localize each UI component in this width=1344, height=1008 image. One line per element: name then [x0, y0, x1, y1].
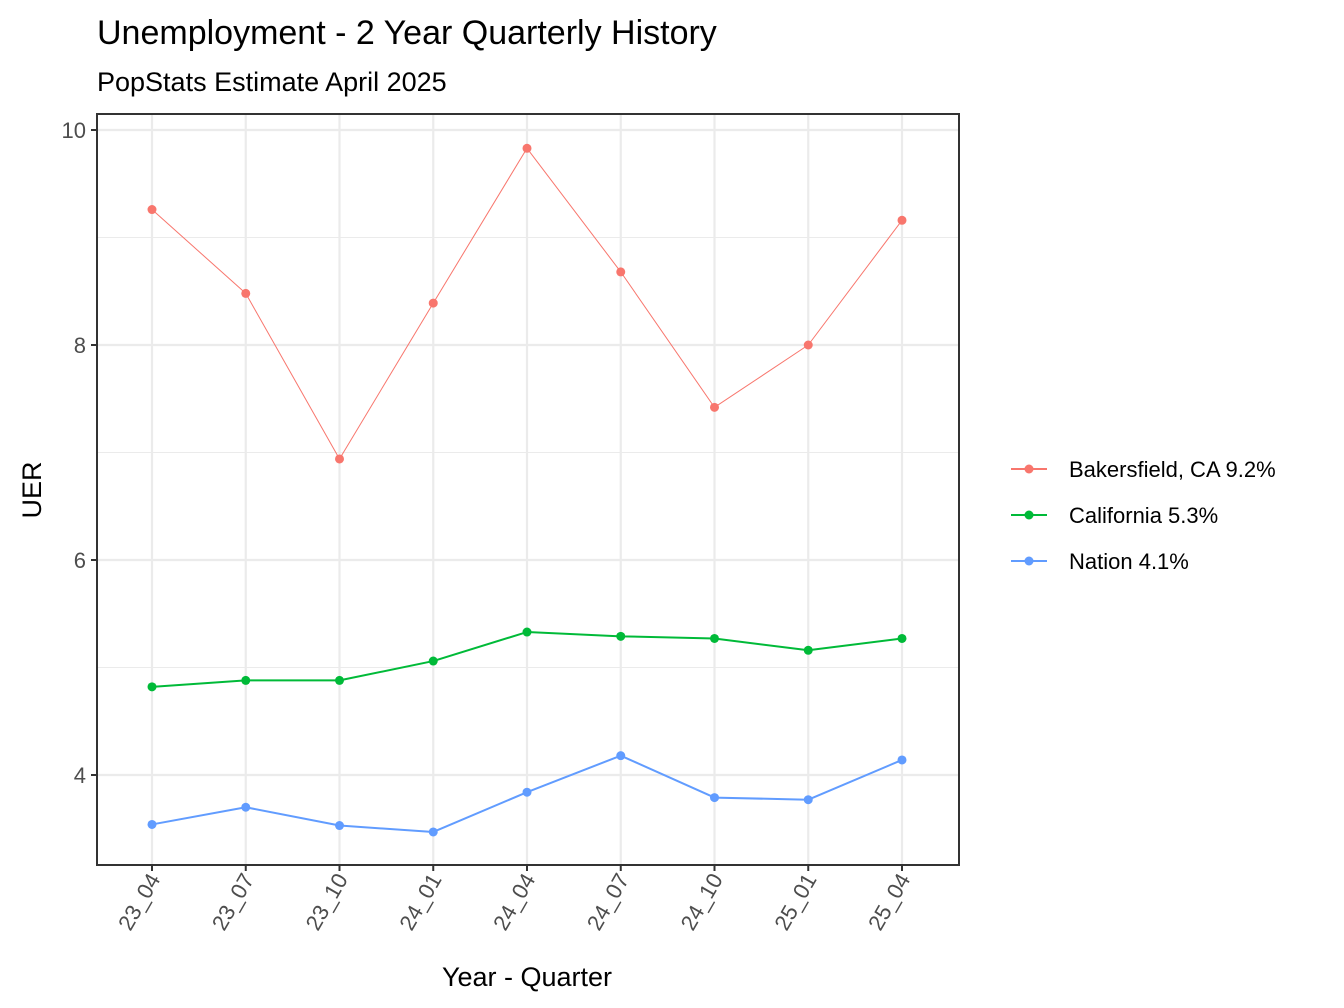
- data-point: [335, 675, 344, 685]
- data-point: [428, 827, 438, 837]
- x-tick-label: 23_10: [301, 869, 353, 934]
- data-point: [522, 627, 532, 637]
- data-point: [616, 267, 626, 277]
- data-point: [241, 802, 251, 812]
- data-point: [803, 795, 813, 805]
- data-point: [522, 787, 532, 797]
- data-point: [803, 645, 813, 655]
- series-2: [147, 751, 907, 837]
- data-point: [428, 298, 438, 308]
- legend-item: Bakersfield, CA 9.2%: [1011, 457, 1276, 482]
- x-tick-label: 23_07: [207, 869, 259, 934]
- major-gridlines: [97, 114, 959, 865]
- x-tick-label: 24_10: [676, 869, 728, 934]
- x-tick-label: 25_04: [863, 869, 915, 934]
- data-point: [147, 205, 157, 215]
- data-point: [897, 215, 907, 225]
- y-axis-title: UER: [17, 461, 47, 518]
- y-axis: 4 6 8 10: [62, 118, 97, 788]
- series-1: [147, 627, 907, 692]
- legend: Bakersfield, CA 9.2% California 5.3% Natio…: [1011, 457, 1276, 574]
- data-point: [710, 402, 719, 412]
- x-axis-title: Year - Quarter: [442, 962, 612, 992]
- data-point: [803, 340, 813, 350]
- legend-label: California 5.3%: [1069, 503, 1218, 528]
- series-0: [147, 143, 907, 464]
- x-tick-label: 24_01: [394, 869, 446, 934]
- y-tick-label: 10: [62, 118, 86, 143]
- x-tick-label: 23_04: [113, 869, 165, 934]
- chart-title: Unemployment - 2 Year Quarterly History: [97, 14, 717, 52]
- data-point: [897, 755, 907, 765]
- series-layer: [147, 143, 907, 837]
- data-point: [522, 143, 532, 153]
- data-point: [710, 793, 719, 803]
- x-tick-label: 24_04: [488, 869, 540, 934]
- legend-item: Nation 4.1%: [1011, 549, 1189, 574]
- data-point: [428, 656, 438, 666]
- y-tick-label: 6: [74, 548, 86, 573]
- data-point: [335, 454, 344, 464]
- data-point: [241, 675, 251, 685]
- data-point: [710, 633, 719, 643]
- x-axis: 23_04 23_07 23_10 24_01 24_04 24_07 24_10 25_01…: [113, 865, 915, 934]
- legend-point-icon: [1024, 556, 1034, 566]
- x-tick-label: 24_07: [582, 869, 634, 934]
- data-point: [147, 682, 157, 692]
- legend-point-icon: [1024, 464, 1034, 474]
- data-point: [897, 633, 907, 643]
- data-point: [241, 288, 251, 298]
- plot-panel: [96, 113, 960, 866]
- legend-label: Nation 4.1%: [1069, 549, 1189, 574]
- legend-point-icon: [1024, 510, 1034, 520]
- y-tick-label: 4: [74, 763, 86, 788]
- data-point: [335, 821, 344, 831]
- data-point: [147, 819, 157, 829]
- data-point: [616, 751, 626, 761]
- data-point: [616, 631, 626, 641]
- x-tick-label: 25_01: [769, 869, 821, 934]
- legend-item: California 5.3%: [1011, 503, 1218, 528]
- chart-subtitle: PopStats Estimate April 2025: [97, 67, 447, 97]
- y-tick-label: 8: [74, 333, 86, 358]
- legend-label: Bakersfield, CA 9.2%: [1069, 457, 1276, 482]
